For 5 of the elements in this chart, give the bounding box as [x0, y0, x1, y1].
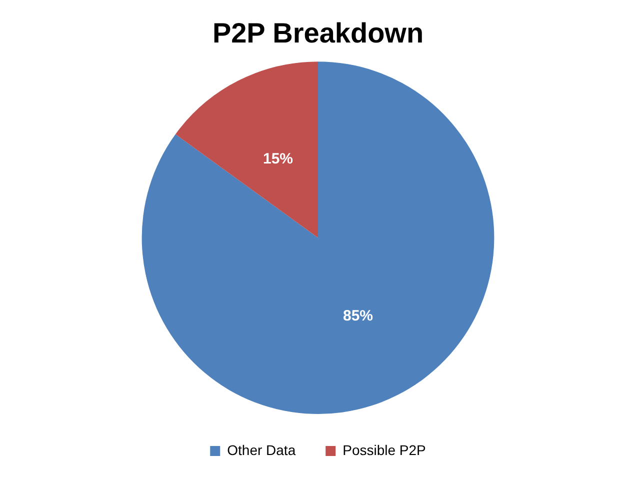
chart-title: P2P Breakdown [212, 18, 424, 49]
data-label: 15% [262, 150, 294, 168]
legend-label: Possible P2P [342, 442, 426, 458]
data-label: 85% [342, 307, 374, 324]
legend-label: Other Data [227, 442, 296, 458]
